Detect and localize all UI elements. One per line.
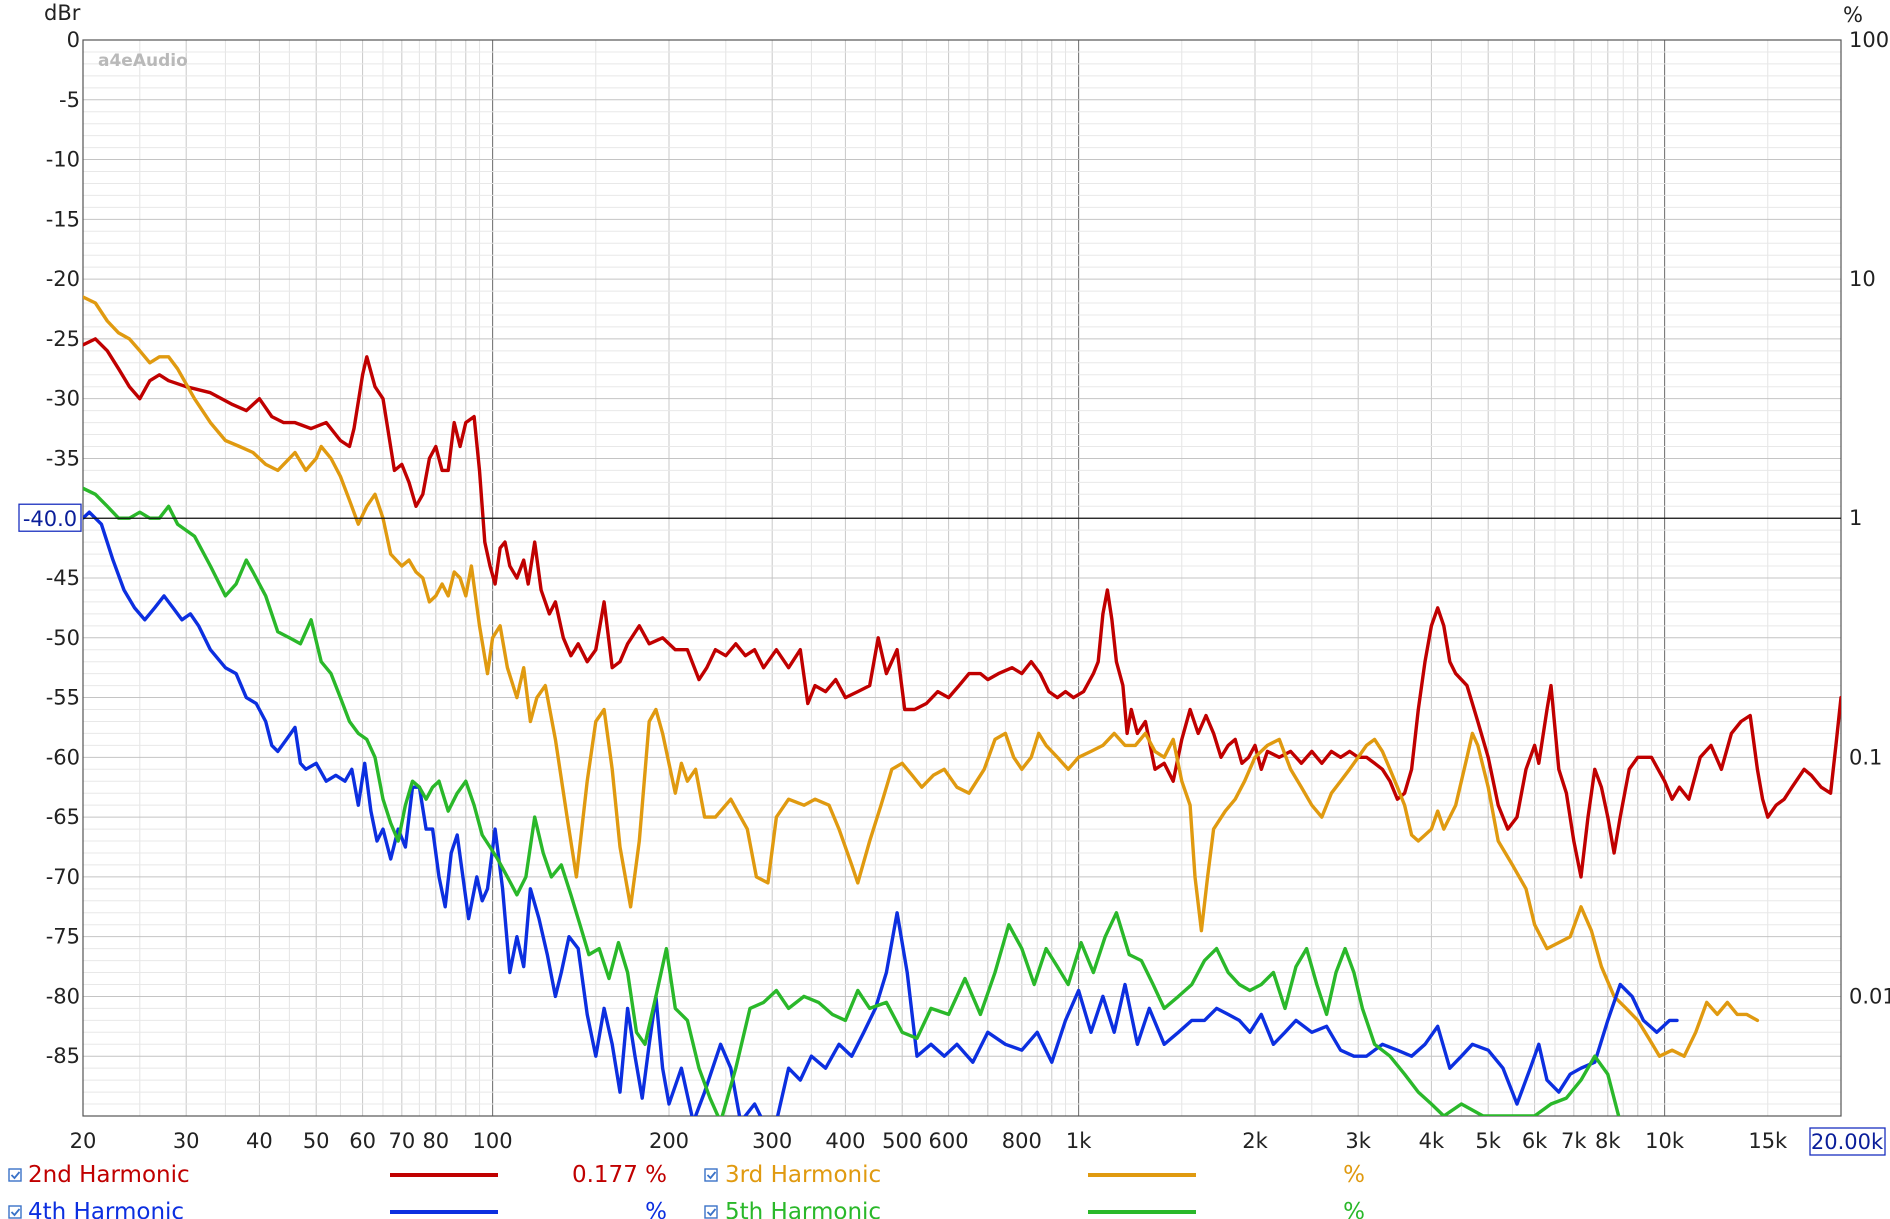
checkbox-icon[interactable] [704,1205,718,1219]
x-tick-label: 15k [1748,1129,1788,1153]
plot-frame [82,39,1842,1117]
x-tick-label: 800 [1002,1129,1042,1153]
checkbox-icon[interactable] [8,1168,22,1182]
x-tick-label: 6k [1522,1129,1548,1153]
x-tick-label: 3k [1345,1129,1371,1153]
y-tick-label: -45 [46,566,80,590]
y-tick-label: -30 [46,387,80,411]
legend-item-5th-harmonic[interactable]: 5th Harmonic % [704,1199,1365,1219]
x-tick-label: 5k [1475,1129,1501,1153]
y-tick-label: -50 [46,626,80,650]
y-axis-unit: dBr [44,1,81,25]
y-tick-label: -70 [46,865,80,889]
y-tick-label: -25 [46,327,80,351]
cursor-y-readout-box[interactable] [18,503,82,532]
y-tick-label: 0 [67,28,80,52]
legend-item-4th-harmonic[interactable]: 4th Harmonic % [8,1199,667,1219]
y-tick-label: -5 [59,88,80,112]
y-tick-label: -80 [46,984,80,1008]
series-line-4th-harmonic [83,510,1679,1116]
y-tick-label: -60 [46,745,80,769]
x-tick-label: 40 [246,1129,273,1153]
y-tick-label: -35 [46,446,80,470]
y-tick-label: -65 [46,805,80,829]
legend-label: 2nd Harmonic [28,1162,190,1188]
y-tick-label: -55 [46,686,80,710]
checkmark-icon [10,1208,21,1217]
x-tick-label: 300 [752,1129,792,1153]
legend-value: % [645,1199,667,1219]
x-tick-label: 10k [1645,1129,1685,1153]
legend-label: 4th Harmonic [28,1199,184,1219]
legend-value: % [1343,1162,1365,1188]
y2-axis-unit: % [1843,3,1863,27]
cursor-x-readout-box[interactable] [1809,1127,1886,1156]
y-tick-label: -10 [46,148,80,172]
plot-border [82,39,1842,1117]
grid [82,39,1842,1117]
x-axis-ticks: 20 30 40 50 60 70 80 100 200 300 400 500 600 800 1k 2k 3… [70,1129,1788,1153]
checkmark-icon [706,1208,717,1217]
legend: 2nd Harmonic 0.177 % 3rd Harmonic % 4th … [8,1162,1365,1219]
x-tick-label: 100 [473,1129,513,1153]
x-tick-label: 2k [1242,1129,1268,1153]
y2-tick-label: 10 [1849,267,1876,291]
x-tick-label: 500 [882,1129,922,1153]
y2-tick-label: 100 [1849,28,1889,52]
x-tick-label: 30 [173,1129,200,1153]
legend-label: 5th Harmonic [725,1199,881,1219]
x-tick-label: 60 [349,1129,376,1153]
x-tick-label: 200 [649,1129,689,1153]
legend-value: % [1343,1199,1365,1219]
checkbox-icon[interactable] [704,1168,718,1182]
series-line-2nd-harmonic [83,337,1841,879]
y2-tick-label: 0.01 [1849,984,1890,1008]
legend-item-3rd-harmonic[interactable]: 3rd Harmonic % [704,1162,1365,1188]
watermark: a4eAudio [98,51,188,71]
cursor-x-readout: 20.00k [1811,1130,1884,1154]
y-tick-label: -15 [46,207,80,231]
series-line-3rd-harmonic [83,295,1760,1058]
x-tick-label: 400 [825,1129,865,1153]
checkmark-icon [706,1171,717,1180]
x-tick-label: 7k [1561,1129,1587,1153]
x-tick-label: 70 [388,1129,415,1153]
checkmark-icon [10,1171,21,1180]
x-tick-label: 80 [422,1129,449,1153]
checkbox-icon[interactable] [8,1205,22,1219]
x-tick-label: 20 [70,1129,97,1153]
x-tick-label: 4k [1419,1129,1445,1153]
y-tick-label: -85 [46,1044,80,1068]
x-tick-label: 600 [929,1129,969,1153]
x-tick-label: 1k [1066,1129,1092,1153]
y2-axis-ticks: 100 10 1 0.1 0.01 [1849,28,1890,1008]
y-tick-label: -75 [46,925,80,949]
x-tick-label: 50 [303,1129,330,1153]
x-tick-label: 8k [1595,1129,1621,1153]
y-tick-label: -20 [46,267,80,291]
series-group [83,295,1841,1116]
y2-tick-label: 1 [1849,506,1862,530]
legend-value: 0.177 % [572,1162,667,1188]
y2-tick-label: 0.1 [1849,745,1882,769]
legend-item-2nd-harmonic[interactable]: 2nd Harmonic 0.177 % [8,1162,667,1188]
legend-label: 3rd Harmonic [725,1162,881,1188]
series-line-5th-harmonic [83,486,1621,1116]
y-axis-ticks: 0 -5 -10 -15 -20 -25 -30 -35 -45 -50 -55 -60 -65 -70 -… [46,28,80,1068]
cursor-y-readout: -40.0 [23,507,77,531]
